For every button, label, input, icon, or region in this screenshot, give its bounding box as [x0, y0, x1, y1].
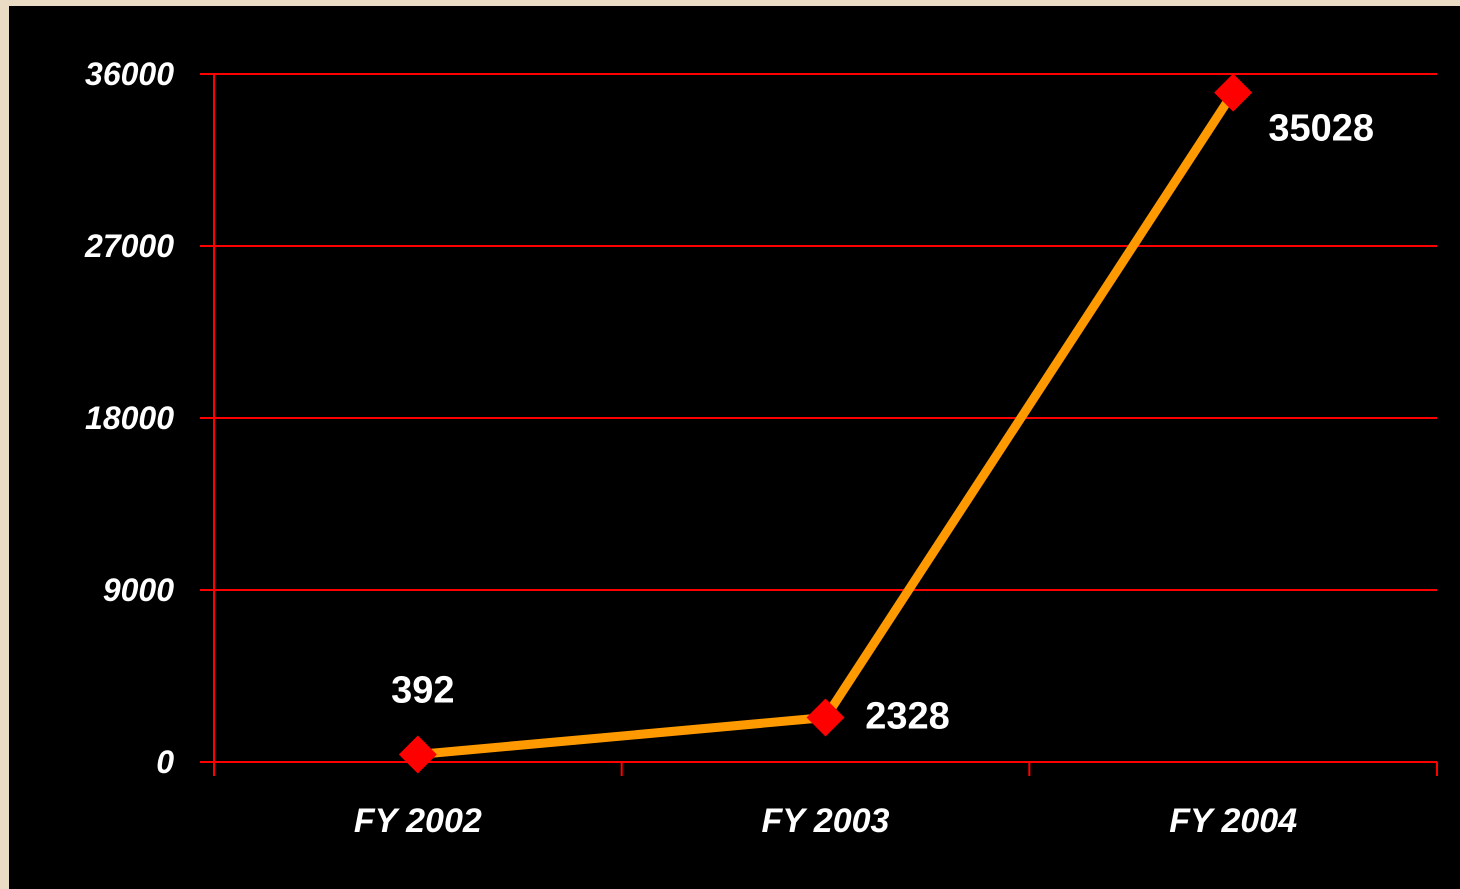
- data-point-marker: [806, 698, 845, 737]
- x-tick-label: FY 2004: [1169, 802, 1297, 840]
- x-tick-label: FY 2003: [762, 802, 890, 840]
- y-tick-label: 9000: [103, 572, 174, 608]
- data-label: 35028: [1268, 108, 1374, 150]
- data-label: 392: [391, 670, 454, 712]
- y-tick-label: 0: [156, 744, 174, 780]
- y-tick-label: 18000: [85, 400, 174, 436]
- data-point-marker: [398, 735, 437, 774]
- data-point-marker: [1214, 73, 1253, 112]
- series-line: [417, 90, 1237, 759]
- y-tick-label: 36000: [85, 56, 174, 92]
- chart-background: [9, 6, 1460, 889]
- x-tick-label: FY 2002: [354, 802, 482, 840]
- data-label: 2328: [865, 696, 950, 738]
- y-tick-label: 27000: [84, 228, 174, 264]
